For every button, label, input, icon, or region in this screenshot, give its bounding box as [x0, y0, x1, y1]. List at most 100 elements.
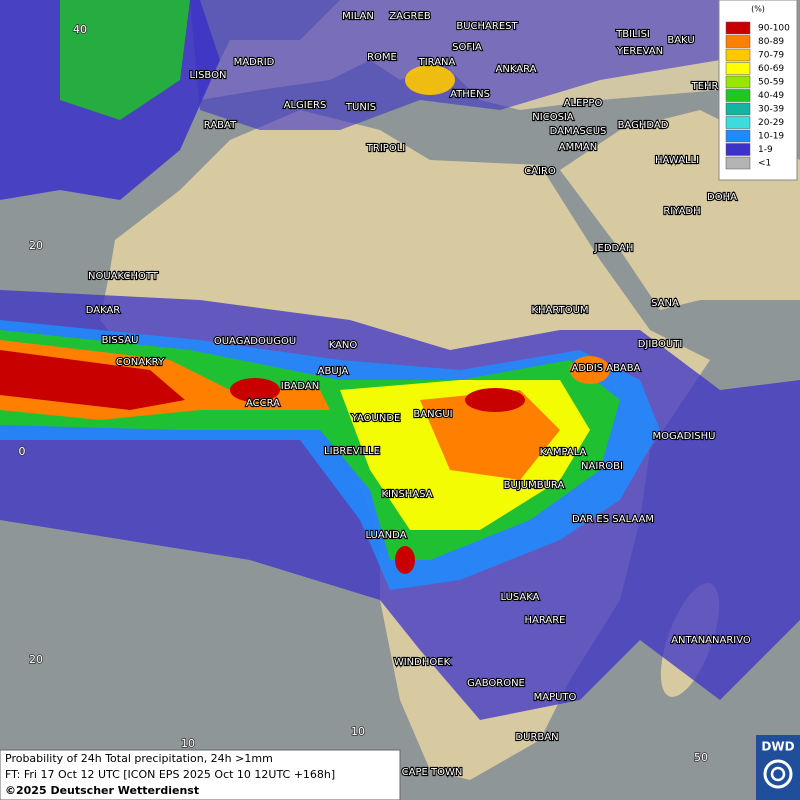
city-label: LUSAKA — [501, 592, 540, 603]
legend-swatch — [725, 129, 751, 143]
grid-label: 0 — [19, 445, 26, 458]
city-label: MILAN — [342, 11, 374, 22]
precip-area — [395, 546, 415, 574]
legend-label: 80-89 — [758, 37, 784, 47]
city-label: MOGADISHU — [653, 431, 716, 442]
city-label: BUCHAREST — [456, 21, 518, 32]
city-label: GABORONE — [467, 678, 525, 689]
logo-icon — [763, 759, 793, 789]
city-label: NAIROBI — [581, 461, 623, 472]
city-label: KANO — [329, 340, 358, 351]
city-label: RABAT — [204, 120, 237, 131]
legend-swatch — [725, 102, 751, 116]
legend-swatch — [725, 89, 751, 102]
city-label: ACCRA — [246, 398, 280, 409]
city-label: KAMPALA — [540, 447, 587, 458]
city-label: IBADAN — [281, 381, 320, 392]
grid-label: 40 — [73, 23, 87, 36]
precip-area — [60, 0, 190, 120]
city-label: DAKAR — [86, 305, 121, 316]
city-label: ZAGREB — [389, 11, 431, 22]
precip-area — [465, 388, 525, 412]
city-label: ATHENS — [450, 89, 490, 100]
city-label: DAR ES SALAAM — [572, 514, 654, 525]
city-label: OUAGADOUGOU — [214, 336, 296, 347]
city-label: HAWALLI — [655, 155, 699, 166]
city-label: ALGIERS — [284, 100, 327, 111]
grid-label: 10 — [351, 725, 365, 738]
legend-label: 70-79 — [758, 51, 784, 61]
city-label: NOUAKCHOTT — [88, 271, 159, 282]
city-label: KINSHASA — [381, 489, 432, 500]
precip-area — [190, 0, 720, 130]
city-label: BISSAU — [102, 335, 139, 346]
legend-title: (%) — [751, 5, 765, 14]
city-label: ALEPPO — [564, 98, 603, 109]
city-label: ROME — [367, 52, 397, 63]
footer-line: FT: Fri 17 Oct 12 UTC [ICON EPS 2025 Oct… — [5, 768, 335, 781]
legend-swatch — [725, 48, 751, 62]
city-label: ANKARA — [496, 64, 537, 75]
city-label: DAMASCUS — [550, 126, 607, 137]
city-label: JEDDAH — [594, 243, 634, 254]
city-label: SOFIA — [452, 42, 482, 53]
legend-swatch — [725, 143, 751, 156]
city-label: DJIBOUTI — [638, 339, 683, 350]
legend-label: 10-19 — [758, 132, 784, 142]
legend-label: 40-49 — [758, 91, 784, 101]
city-label: LIBREVILLE — [324, 446, 380, 457]
city-label: WINDHOEK — [394, 657, 451, 668]
legend-swatch — [725, 116, 751, 129]
city-label: MADRID — [234, 57, 275, 68]
legend-label: 1-9 — [758, 145, 773, 155]
city-label: TBILISI — [615, 29, 650, 40]
city-label: CAIRO — [524, 166, 556, 177]
city-label: NICOSIA — [532, 112, 574, 123]
precip-area — [405, 65, 455, 95]
legend-swatch — [725, 21, 751, 35]
legend-label: <1 — [758, 159, 771, 169]
legend-label: 30-39 — [758, 105, 784, 115]
city-label: TIRANA — [418, 57, 456, 68]
grid-label: 50 — [694, 751, 708, 764]
city-label: DOHA — [707, 192, 737, 203]
city-label: ADDIS ABABA — [572, 363, 641, 374]
city-label: CAPE TOWN — [402, 767, 463, 778]
footer-line: Probability of 24h Total precipitation, … — [5, 752, 273, 765]
city-label: RIYADH — [663, 206, 700, 217]
footer-box — [0, 749, 401, 800]
legend-swatch — [725, 62, 751, 75]
legend-swatch — [725, 75, 751, 89]
city-label: YAOUNDE — [351, 413, 401, 424]
grid-label: 10 — [181, 737, 195, 750]
legend-label: 20-29 — [758, 118, 784, 128]
precip-area — [420, 390, 560, 480]
legend-label: 90-100 — [758, 24, 790, 34]
grid-label: 20 — [29, 239, 43, 252]
city-label: SANA — [651, 298, 679, 309]
precip-area — [570, 356, 610, 384]
city-label: TRIPOLI — [366, 143, 405, 154]
logo-text: DWD — [761, 740, 794, 754]
city-label: BAKU — [667, 35, 694, 46]
legend-label: 50-59 — [758, 78, 784, 88]
precip-area — [0, 350, 185, 410]
city-label: LUANDA — [365, 530, 406, 541]
city-label: CONAKRY — [116, 357, 165, 368]
city-label: TUNIS — [345, 102, 376, 113]
precip-area — [230, 378, 280, 402]
grid-label: 20 — [29, 653, 43, 666]
city-label: BAGHDAD — [618, 120, 669, 131]
logo-icon — [770, 766, 786, 782]
city-label: DURBAN — [515, 732, 558, 743]
city-label: MAPUTO — [534, 692, 577, 703]
city-label: YEREVAN — [616, 46, 663, 57]
legend-swatch — [725, 35, 751, 48]
city-label: ABUJA — [318, 366, 349, 377]
city-label: LISBON — [190, 70, 227, 81]
legend-swatch — [725, 156, 751, 170]
legend-label: 60-69 — [758, 64, 784, 74]
city-label: BUJUMBURA — [504, 480, 565, 491]
